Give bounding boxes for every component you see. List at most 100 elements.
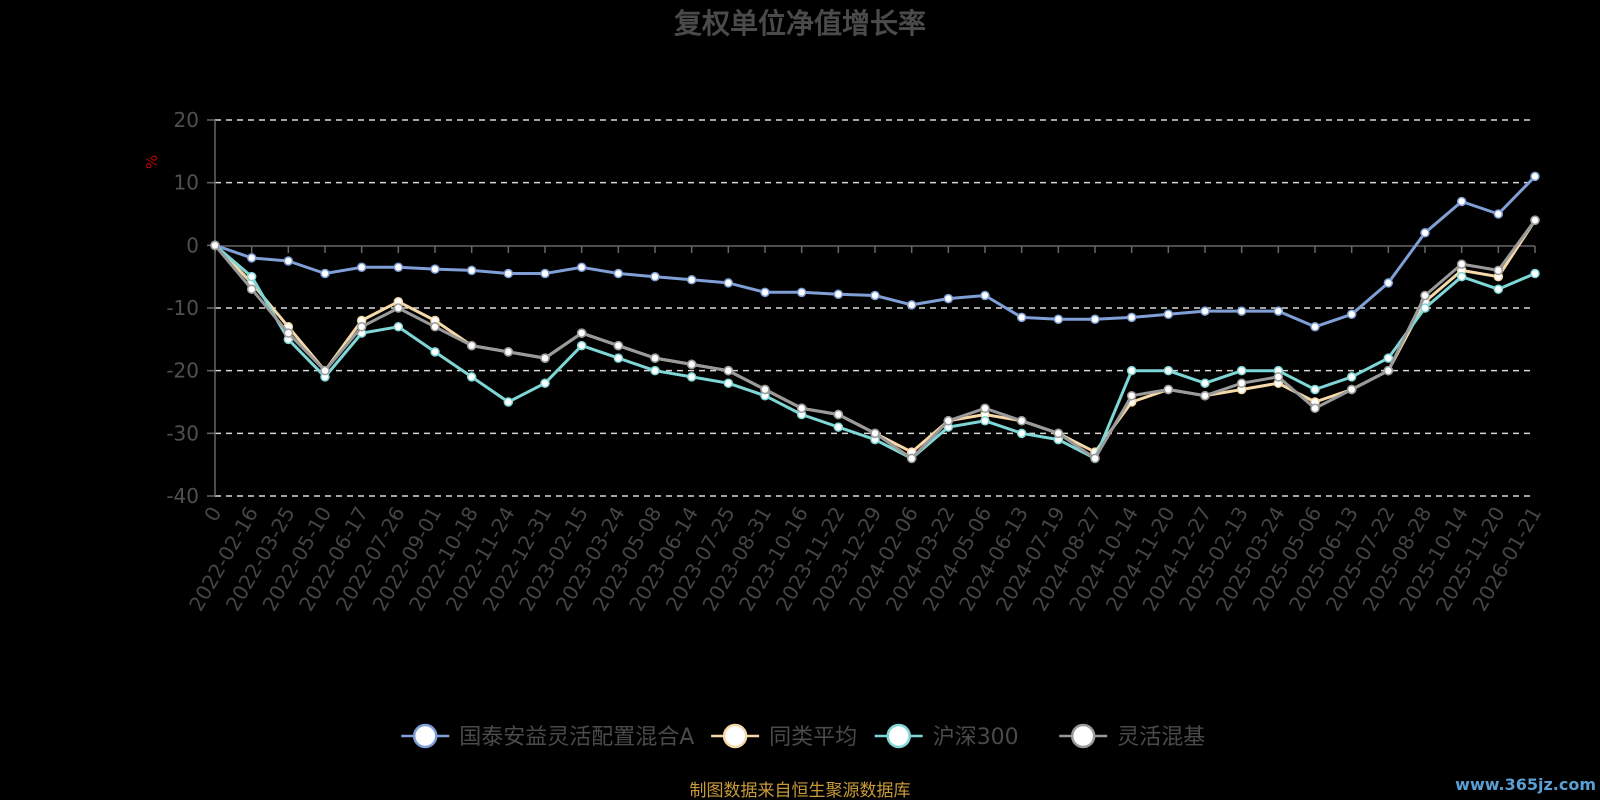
data-point bbox=[613, 268, 624, 279]
data-point bbox=[320, 365, 330, 376]
data-point bbox=[1456, 271, 1467, 282]
data-point bbox=[906, 453, 917, 464]
chart-title: 复权单位净值增长率 bbox=[674, 7, 926, 40]
legend-item[interactable]: 沪深300 bbox=[874, 723, 1019, 750]
source-note: 制图数据来自恒生聚源数据库 bbox=[690, 781, 911, 800]
legend-item[interactable]: 灵活混基 bbox=[1059, 723, 1205, 750]
data-point bbox=[576, 262, 587, 273]
data-point bbox=[1016, 428, 1027, 439]
data-point bbox=[246, 271, 257, 282]
x-ticks: 02022-02-162022-03-252022-05-102022-06-1… bbox=[184, 246, 1546, 615]
data-point bbox=[1126, 312, 1137, 323]
data-point bbox=[1310, 384, 1320, 395]
data-point bbox=[466, 340, 477, 351]
legend-label: 灵活混基 bbox=[1117, 725, 1205, 750]
y-tick-label: -30 bbox=[166, 421, 199, 445]
data-point bbox=[246, 253, 257, 263]
series-3 bbox=[210, 215, 1540, 464]
data-point bbox=[686, 275, 697, 285]
data-point bbox=[1493, 284, 1504, 294]
data-point bbox=[723, 378, 734, 388]
y-tick-label: -10 bbox=[166, 296, 199, 320]
data-point bbox=[1346, 384, 1357, 395]
legend-item[interactable]: 国泰安益灵活配置混合A bbox=[401, 723, 694, 750]
series-2 bbox=[210, 240, 1540, 464]
data-point bbox=[1420, 290, 1430, 301]
data-point bbox=[833, 409, 844, 420]
data-point bbox=[833, 422, 844, 432]
data-point bbox=[943, 416, 954, 426]
data-point bbox=[503, 347, 514, 357]
data-point bbox=[1200, 306, 1210, 316]
legend-label: 国泰安益灵活配置混合A bbox=[459, 725, 694, 750]
data-point bbox=[796, 287, 807, 298]
data-point bbox=[430, 347, 440, 357]
data-point bbox=[870, 428, 880, 439]
legend-item[interactable]: 同类平均 bbox=[711, 723, 857, 750]
data-point bbox=[503, 397, 514, 407]
data-point bbox=[1090, 453, 1100, 464]
y-tick-label: 0 bbox=[186, 233, 199, 257]
data-point bbox=[1530, 215, 1540, 226]
data-point bbox=[283, 328, 294, 338]
data-point bbox=[1053, 428, 1064, 439]
data-point bbox=[760, 384, 770, 395]
data-point bbox=[1236, 306, 1247, 316]
series-0 bbox=[210, 171, 1540, 332]
legend-label: 同类平均 bbox=[769, 725, 857, 750]
data-point bbox=[1236, 378, 1247, 388]
data-point bbox=[393, 322, 404, 332]
data-point bbox=[576, 328, 587, 338]
data-point bbox=[283, 256, 294, 266]
data-point bbox=[1126, 390, 1137, 401]
y-axis-unit: % bbox=[143, 155, 161, 169]
data-point bbox=[686, 359, 697, 370]
data-point bbox=[1126, 365, 1137, 376]
data-point bbox=[1530, 268, 1540, 279]
data-point bbox=[540, 378, 550, 388]
data-point bbox=[870, 290, 880, 301]
data-point bbox=[1016, 416, 1027, 426]
data-point bbox=[1163, 384, 1174, 395]
watermark: www.365jz.com bbox=[1455, 775, 1596, 794]
legend-marker bbox=[886, 723, 911, 749]
data-point bbox=[1163, 365, 1174, 376]
y-tick-label: -40 bbox=[166, 484, 199, 508]
data-point bbox=[1456, 259, 1467, 269]
data-point bbox=[1456, 196, 1467, 207]
data-point bbox=[980, 290, 990, 301]
data-point bbox=[1053, 314, 1064, 325]
data-point bbox=[540, 268, 550, 279]
data-point bbox=[650, 271, 660, 282]
data-point bbox=[980, 403, 990, 414]
data-point bbox=[1236, 365, 1247, 376]
data-point bbox=[833, 289, 844, 299]
data-point bbox=[1420, 303, 1430, 313]
legend: 国泰安益灵活配置混合A 同类平均 沪深300 灵活混基 bbox=[401, 723, 1205, 750]
data-point bbox=[1383, 365, 1394, 376]
data-point bbox=[796, 403, 807, 414]
data-point bbox=[246, 284, 257, 294]
legend-label: 沪深300 bbox=[933, 725, 1019, 750]
y-tick-label: 20 bbox=[174, 108, 199, 132]
y-tick-label: 10 bbox=[174, 171, 199, 195]
data-point bbox=[1493, 265, 1504, 276]
data-point bbox=[1530, 171, 1540, 182]
data-point bbox=[1163, 309, 1174, 320]
data-point bbox=[613, 353, 624, 363]
data-point bbox=[686, 372, 697, 382]
legend-marker bbox=[722, 723, 748, 749]
y-ticks: 20 10 0 -10 -20 -30 -40 bbox=[166, 108, 215, 508]
data-point bbox=[650, 365, 660, 376]
data-point bbox=[540, 353, 550, 363]
data-point bbox=[576, 340, 587, 351]
data-point bbox=[356, 322, 367, 332]
data-point bbox=[723, 278, 734, 288]
data-point bbox=[1420, 228, 1430, 238]
data-point bbox=[356, 262, 367, 273]
legend-marker bbox=[1070, 723, 1096, 749]
data-point bbox=[503, 268, 514, 279]
data-point bbox=[393, 303, 404, 313]
data-point bbox=[466, 372, 477, 382]
